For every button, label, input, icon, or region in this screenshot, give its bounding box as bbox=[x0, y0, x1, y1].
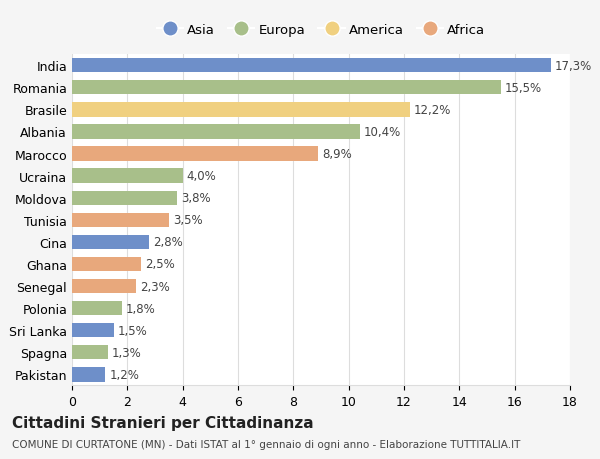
Bar bbox=[72, 235, 149, 250]
Bar bbox=[72, 367, 105, 382]
Text: 3,5%: 3,5% bbox=[173, 214, 203, 227]
Text: 10,4%: 10,4% bbox=[364, 126, 401, 139]
Text: COMUNE DI CURTATONE (MN) - Dati ISTAT al 1° gennaio di ogni anno - Elaborazione : COMUNE DI CURTATONE (MN) - Dati ISTAT al… bbox=[12, 440, 520, 449]
Text: 1,5%: 1,5% bbox=[118, 324, 148, 337]
Bar bbox=[72, 301, 122, 316]
Bar bbox=[72, 257, 141, 272]
Text: 12,2%: 12,2% bbox=[413, 104, 451, 117]
Text: 2,3%: 2,3% bbox=[140, 280, 170, 293]
Bar bbox=[72, 125, 360, 140]
Bar bbox=[72, 279, 136, 294]
Bar bbox=[72, 103, 410, 118]
Bar bbox=[72, 323, 113, 338]
Text: 15,5%: 15,5% bbox=[505, 82, 542, 95]
Bar bbox=[72, 213, 169, 228]
Bar bbox=[72, 191, 177, 206]
Text: 4,0%: 4,0% bbox=[187, 170, 217, 183]
Bar bbox=[72, 59, 551, 73]
Bar bbox=[72, 147, 318, 162]
Text: 8,9%: 8,9% bbox=[322, 148, 352, 161]
Bar bbox=[72, 345, 108, 360]
Bar bbox=[72, 81, 501, 95]
Text: 1,8%: 1,8% bbox=[126, 302, 156, 315]
Text: 1,2%: 1,2% bbox=[109, 368, 139, 381]
Text: 1,3%: 1,3% bbox=[112, 346, 142, 359]
Text: 3,8%: 3,8% bbox=[181, 192, 211, 205]
Text: 17,3%: 17,3% bbox=[555, 60, 592, 73]
Legend: Asia, Europa, America, Africa: Asia, Europa, America, Africa bbox=[151, 19, 491, 42]
Bar bbox=[72, 169, 182, 184]
Text: 2,8%: 2,8% bbox=[154, 236, 184, 249]
Text: 2,5%: 2,5% bbox=[145, 258, 175, 271]
Text: Cittadini Stranieri per Cittadinanza: Cittadini Stranieri per Cittadinanza bbox=[12, 415, 314, 430]
